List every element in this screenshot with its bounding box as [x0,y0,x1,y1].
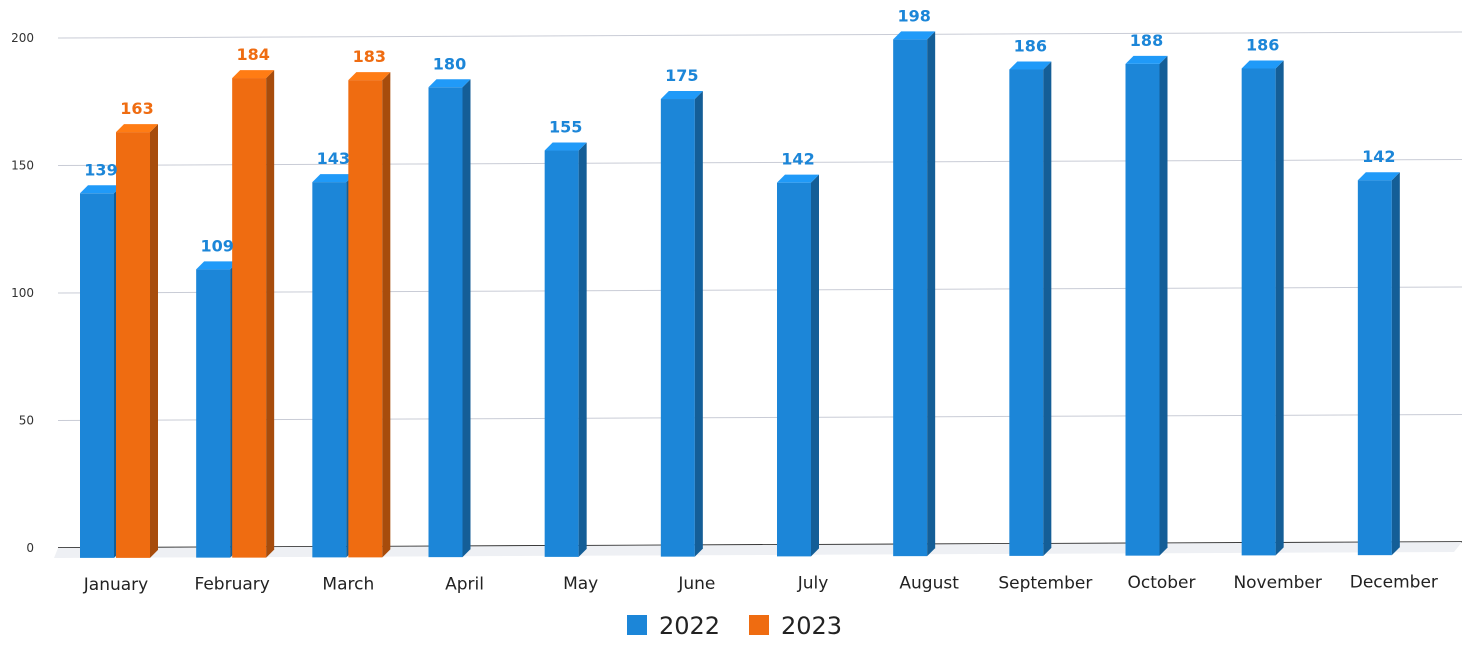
y-tick-label: 200 [11,31,34,45]
data-label: 143 [317,149,350,168]
legend: 2022 2023 [627,612,842,640]
gridline [57,31,1463,39]
legend-label: 2022 [659,612,720,640]
bar [80,185,122,558]
bars [80,31,1400,558]
data-label: 186 [1246,35,1279,54]
gridline [57,159,1463,166]
bar [312,174,355,558]
x-axis: January February March April May June July Augu… [83,573,1438,595]
legend-swatch [749,615,769,635]
gridline [57,414,1463,421]
gridlines [54,31,1463,558]
data-label: 163 [120,99,153,118]
bar [893,31,936,557]
x-tick-label: June [677,574,715,594]
bar [1241,60,1284,556]
bar [232,70,275,558]
data-label: 180 [433,54,466,73]
data-label: 175 [665,66,698,85]
data-label: 186 [1014,36,1047,55]
data-label: 188 [1130,31,1163,50]
bar [1125,55,1168,556]
x-tick-label: April [445,574,484,594]
bar [348,72,391,558]
x-tick-label: January [83,575,148,595]
bar [660,91,703,557]
data-label: 184 [236,45,269,64]
y-axis: 0 50 100 150 200 [11,31,34,555]
gridline [57,286,1463,294]
data-label: 183 [353,47,386,66]
legend-label: 2023 [781,612,842,640]
x-tick-label: March [322,575,374,595]
y-tick-label: 50 [19,414,34,428]
data-label: 142 [1362,147,1395,166]
x-tick-label: July [797,574,829,594]
bar [428,79,471,558]
data-labels: 139 163 109 184 143 183 180 155 175 142 198 186 188 1… [84,6,1395,255]
bar [1357,172,1400,556]
x-tick-label: August [899,574,959,594]
data-label: 142 [781,150,814,169]
bar [116,124,158,558]
x-tick-label: December [1350,573,1438,593]
x-tick-label: February [194,575,269,595]
y-tick-label: 100 [11,286,34,300]
data-label: 198 [897,6,930,25]
y-tick-label: 0 [26,541,34,555]
data-label: 139 [84,160,117,179]
data-label: 109 [200,236,233,255]
data-label: 155 [549,118,582,137]
bar [777,174,819,557]
bar [1009,61,1052,556]
legend-item: 2022 [627,612,720,640]
legend-swatch [627,615,647,635]
chart-floor [54,542,1462,558]
x-tick-label: October [1127,573,1195,593]
x-tick-label: May [563,574,598,594]
bar [196,261,239,558]
bar [544,142,587,557]
legend-item: 2023 [749,612,842,640]
x-tick-label: September [998,573,1092,593]
x-tick-label: November [1233,573,1321,593]
y-tick-label: 150 [11,159,34,173]
